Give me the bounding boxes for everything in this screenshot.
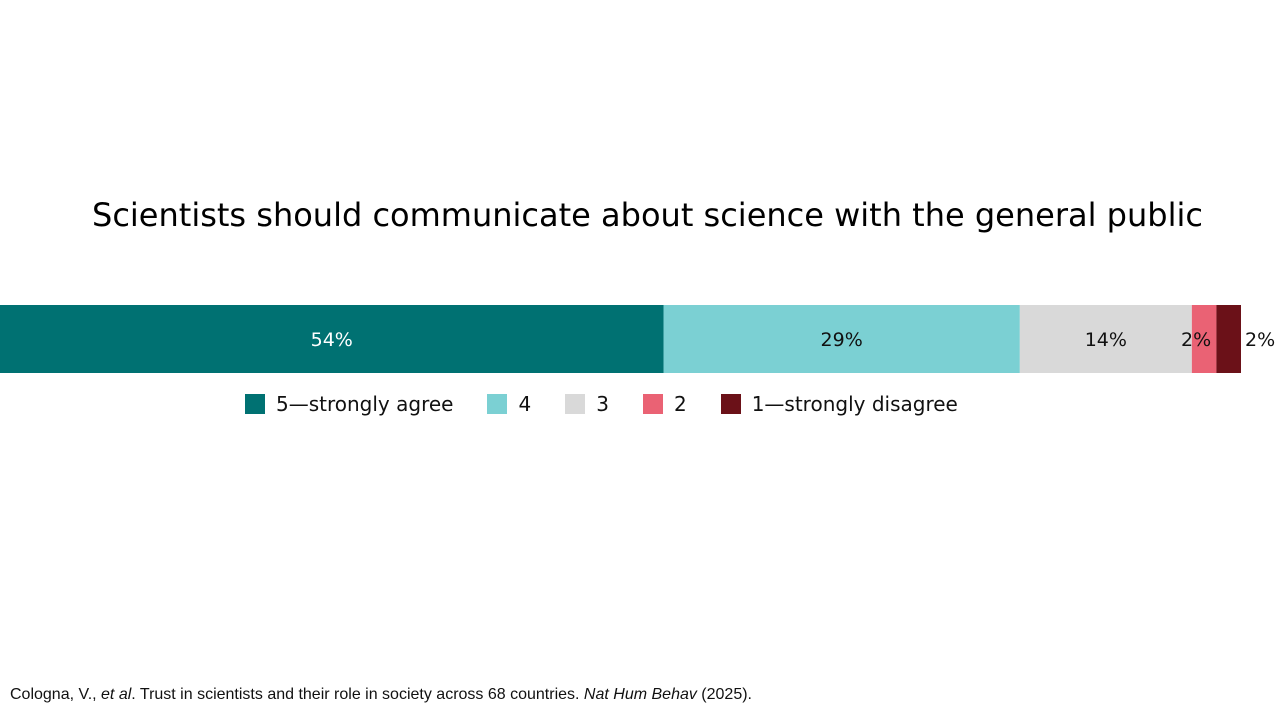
legend-label-3: 3 bbox=[596, 392, 609, 416]
legend-label-4: 4 bbox=[518, 392, 532, 416]
bar-label-strongly-disagree: 2% bbox=[1245, 329, 1275, 351]
legend-item-2: 2 bbox=[642, 392, 687, 416]
chart-title: Scientists should communicate about scie… bbox=[92, 196, 1203, 234]
legend-swatch-2 bbox=[642, 394, 663, 414]
bar-label-strongly-agree: 54% bbox=[311, 329, 353, 351]
legend-label-strongly-disagree: 1—strongly disagree bbox=[751, 392, 958, 416]
citation: Cologna, V., et al. Trust in scientists … bbox=[10, 686, 752, 704]
citation-authors: Cologna, V., bbox=[10, 686, 102, 703]
bar-segment-3 bbox=[1019, 305, 1192, 373]
legend-label-2: 2 bbox=[673, 392, 687, 416]
bar-label-2: 2% bbox=[1181, 329, 1211, 351]
citation-year: (2025). bbox=[696, 686, 752, 703]
citation-title: . Trust in scientists and their role in … bbox=[131, 686, 584, 703]
legend-swatch-4 bbox=[487, 394, 508, 414]
bar-label-4: 29% bbox=[821, 329, 863, 351]
bar-segment-2 bbox=[1191, 305, 1217, 373]
legend-swatch-strongly-disagree bbox=[720, 394, 741, 414]
legend-swatch-strongly-agree bbox=[245, 394, 265, 414]
legend-item-strongly-agree: 5—strongly agree bbox=[245, 392, 453, 416]
bar-segment-strongly-agree bbox=[0, 305, 664, 373]
bar-segment-strongly-disagree bbox=[1216, 305, 1241, 373]
bar-label-3: 14% bbox=[1085, 329, 1127, 351]
citation-etal: et al bbox=[101, 686, 132, 703]
legend-item-strongly-disagree: 1—strongly disagree bbox=[720, 392, 958, 416]
legend-label-strongly-agree: 5—strongly agree bbox=[276, 392, 454, 416]
legend-swatch-3 bbox=[565, 394, 586, 414]
bar-segment-4 bbox=[663, 305, 1020, 373]
legend-item-3: 3 bbox=[565, 392, 609, 416]
citation-journal: Nat Hum Behav bbox=[583, 686, 697, 703]
legend-item-4: 4 bbox=[487, 392, 531, 416]
chart-legend: 5—strongly agree 4 3 2 1—strongly disagr… bbox=[245, 392, 992, 416]
